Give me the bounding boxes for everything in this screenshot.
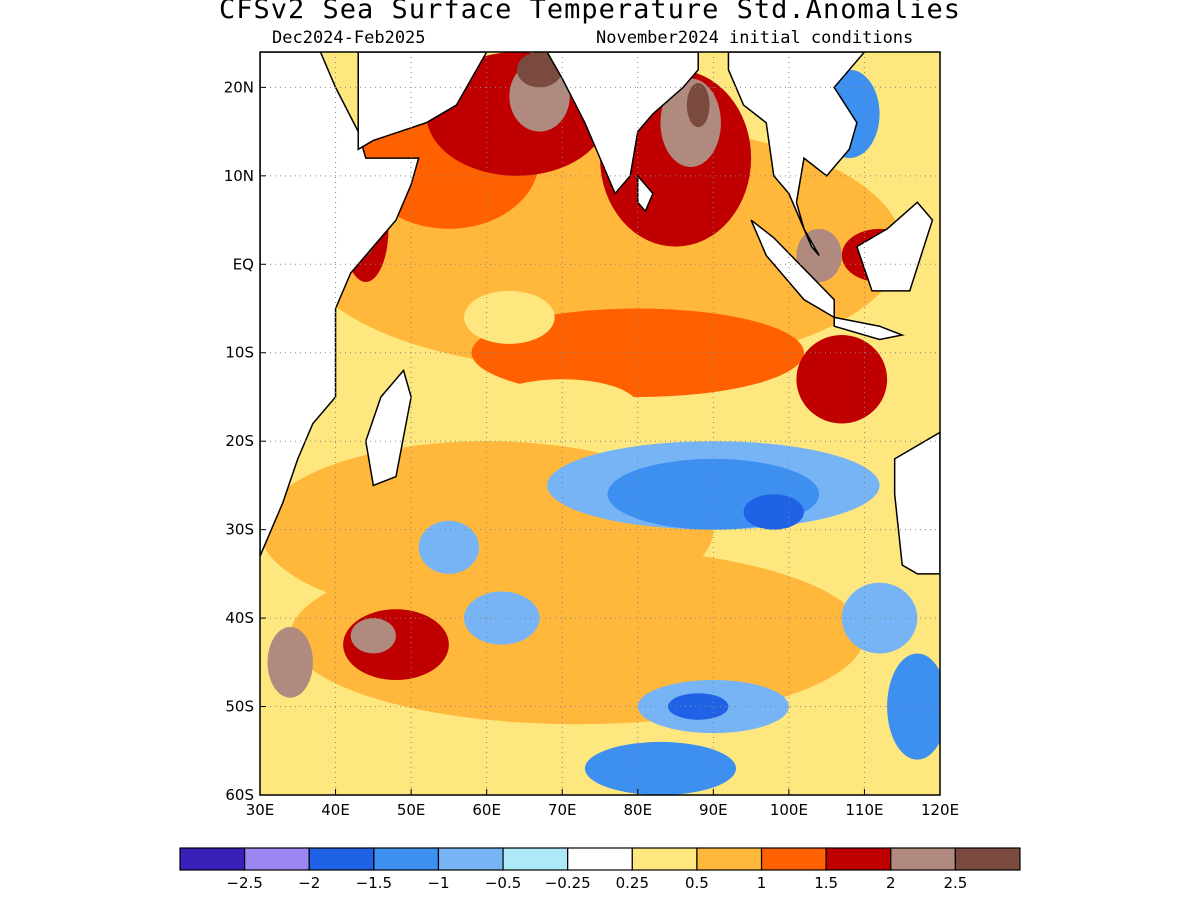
anomaly-blob-14 xyxy=(350,618,397,654)
longitude-axis: 30E 40E 50E 60E 70E 80E 90E 100E 110E 120E xyxy=(246,789,959,819)
colorbar-swatch xyxy=(437,847,504,871)
lon-tick-label: 90E xyxy=(699,801,728,819)
anomaly-blob-21 xyxy=(464,290,555,344)
colorbar: −2.5 −2 −1.5 −1 −0.5 −0.25 0.25 0.5 1 1.5 2 2.5 xyxy=(179,847,1021,892)
colorbar-swatch xyxy=(890,847,956,871)
anomaly-blob-15 xyxy=(267,626,313,698)
map-frame xyxy=(259,51,941,796)
colorbar-swatch xyxy=(179,847,246,871)
lon-tick-label: 40E xyxy=(321,801,350,819)
land-australia xyxy=(893,431,940,575)
anomaly-field xyxy=(260,52,940,795)
lat-tick-label: 40S xyxy=(225,609,254,627)
colorbar-swatch xyxy=(308,847,375,871)
colorbar-swatch xyxy=(954,847,1021,871)
anomaly-blob-7 xyxy=(686,82,710,128)
land-borneo xyxy=(855,201,934,292)
colorbar-swatch xyxy=(631,847,698,871)
anomaly-blob-17 xyxy=(796,335,888,424)
colorbar-swatch xyxy=(244,847,310,871)
chart-title: CFSv2 Sea Surface Temperature Std.Anomal… xyxy=(219,0,961,25)
anomaly-blob-31 xyxy=(464,591,540,645)
colorbar-label: −1.5 xyxy=(356,874,392,892)
land-africa xyxy=(260,52,420,557)
lon-tick-label: 60E xyxy=(472,801,501,819)
land-java xyxy=(833,316,905,341)
anomaly-blob-25 xyxy=(841,582,918,654)
anomaly-blob-28 xyxy=(668,693,729,720)
lon-tick-label: 80E xyxy=(623,801,652,819)
anomaly-blob-24 xyxy=(743,494,804,530)
anomaly-blob-30 xyxy=(418,520,480,574)
colorbar-swatch xyxy=(373,847,440,871)
lat-tick-label: EQ xyxy=(233,255,254,273)
lat-tick-label: 50S xyxy=(225,698,254,716)
colorbar-label: −0.25 xyxy=(545,874,591,892)
lon-tick-label: 30E xyxy=(246,801,275,819)
colorbar-label: 2 xyxy=(886,874,896,892)
lat-tick-label: 10S xyxy=(225,344,254,362)
colorbar-label: 1 xyxy=(757,874,767,892)
lon-tick-label: 70E xyxy=(548,801,577,819)
forecast-period: Dec2024-Feb2025 xyxy=(272,28,426,48)
lat-tick-label: 10N xyxy=(224,167,254,185)
colorbar-label: −2 xyxy=(298,874,320,892)
colorbar-swatch xyxy=(502,847,569,871)
land-arabia xyxy=(357,52,488,151)
lon-tick-label: 100E xyxy=(770,801,808,819)
colorbar-label: −0.5 xyxy=(485,874,521,892)
colorbar-label: 1.5 xyxy=(814,874,838,892)
latitude-axis: 20N 10N EQ 10S 20S 30S 40S 50S 60S xyxy=(224,78,266,804)
initial-conditions: November2024 initial conditions xyxy=(596,28,914,48)
anomaly-blob-10 xyxy=(516,52,563,88)
anomaly-blob-29 xyxy=(584,741,736,795)
lon-tick-label: 50E xyxy=(397,801,426,819)
land-se-asia xyxy=(727,52,866,256)
colorbar-swatch xyxy=(760,847,827,871)
gridlines xyxy=(260,52,940,795)
colorbar-label: −1 xyxy=(427,874,449,892)
lat-tick-label: 20S xyxy=(225,432,254,450)
anomaly-blob-20 xyxy=(486,379,638,433)
anomaly-blob-2 xyxy=(290,547,865,725)
colorbar-label: 2.5 xyxy=(943,874,967,892)
lat-tick-label: 30S xyxy=(225,521,254,539)
colorbar-label: −2.5 xyxy=(226,874,262,892)
colorbar-swatch xyxy=(825,847,892,871)
colorbar-label: 0.5 xyxy=(685,874,709,892)
lat-tick-label: 20N xyxy=(224,78,254,96)
colorbar-swatch xyxy=(567,847,633,871)
land-madagascar xyxy=(365,368,412,487)
lat-tick-label: 60S xyxy=(225,786,254,804)
land-sri-lanka xyxy=(637,173,654,213)
lon-tick-label: 120E xyxy=(921,801,959,819)
anomaly-blob-26 xyxy=(887,653,940,760)
lon-tick-label: 110E xyxy=(845,801,883,819)
colorbar-label: 0.25 xyxy=(616,874,649,892)
colorbar-swatch xyxy=(696,847,763,871)
